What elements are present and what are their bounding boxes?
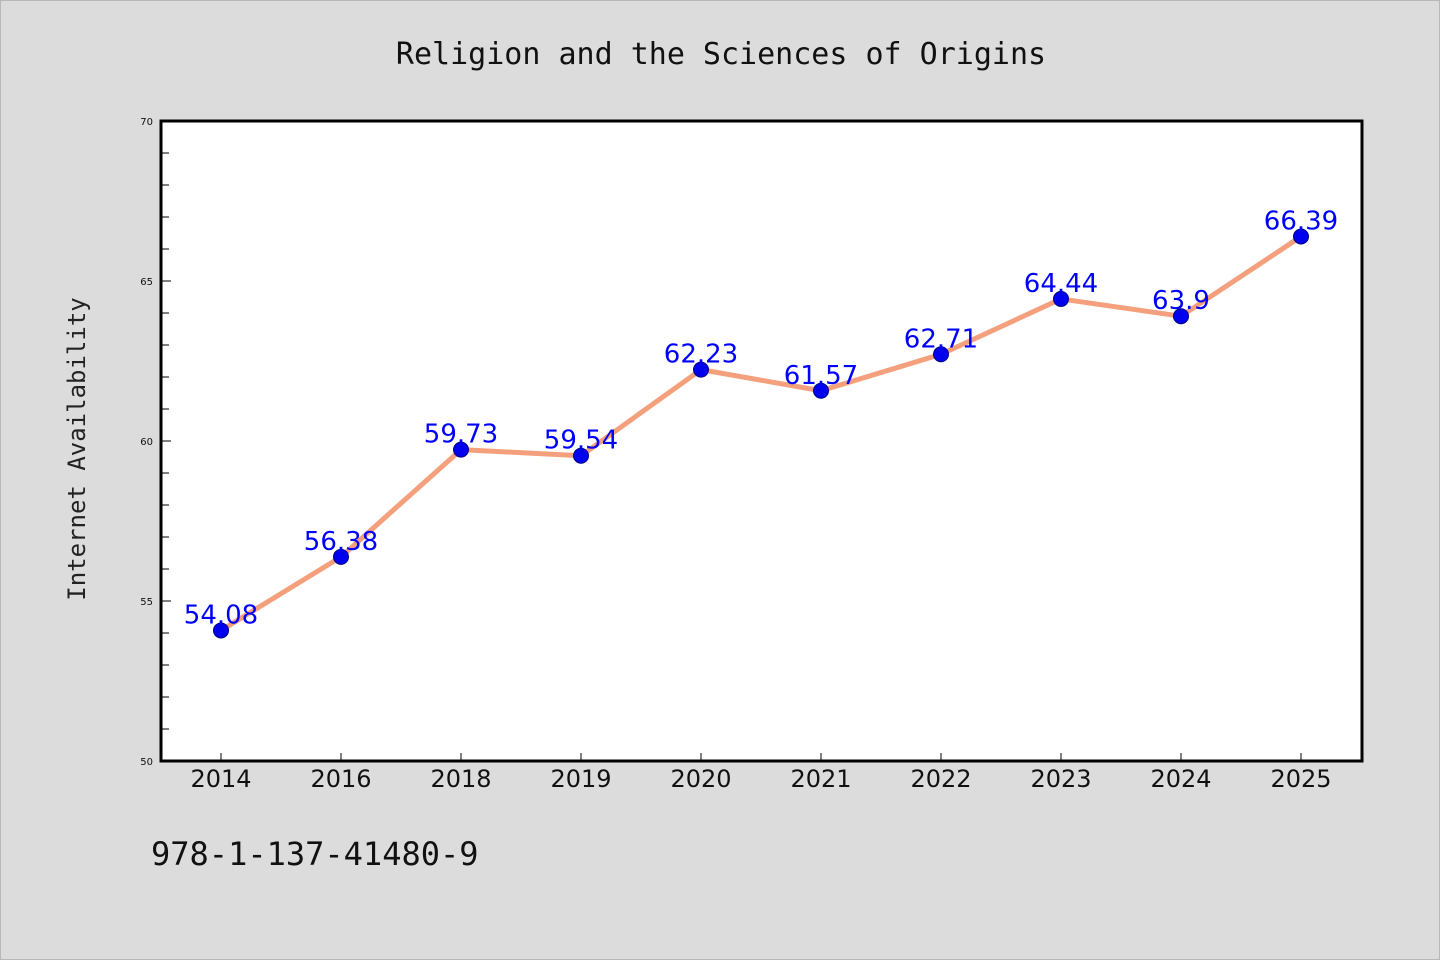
data-value-label: 62.71 [904, 324, 978, 354]
data-point-marker [813, 382, 829, 399]
data-value-label: 54.08 [184, 600, 258, 630]
data-point-marker [213, 622, 229, 639]
x-tick-label: 2022 [910, 765, 971, 793]
data-value-label: 63.9 [1152, 286, 1210, 316]
data-labels: 54.08 56.38 59.73 59.54 62.23 61.57 62.71 64.44… [184, 207, 1338, 631]
x-tick-label: 2016 [310, 765, 371, 793]
data-point-marker [1173, 308, 1189, 325]
data-value-label: 62.23 [664, 340, 738, 370]
data-value-label: 59.54 [544, 426, 618, 456]
y-tick-label: 55 [140, 597, 153, 608]
data-point-marker [933, 346, 949, 363]
data-point-marker [573, 447, 589, 464]
y-axis-label: Internet Availability [63, 297, 91, 600]
y-tick-label: 50 [140, 757, 153, 768]
x-tick-label: 2023 [1030, 765, 1091, 793]
x-tick-label: 2020 [670, 765, 731, 793]
y-tick-label: 60 [140, 437, 153, 448]
data-value-label: 56.38 [304, 527, 378, 557]
data-value-label: 61.57 [784, 361, 858, 391]
data-point-marker [693, 361, 709, 378]
x-tick-label: 2025 [1270, 765, 1331, 793]
isbn-text: 978-1-137-41480-9 [151, 835, 479, 873]
data-point-marker [1293, 228, 1309, 245]
y-axis-ticks: 50 55 60 65 70 [140, 117, 171, 768]
x-tick-label: 2014 [190, 765, 251, 793]
data-value-label: 64.44 [1024, 269, 1098, 299]
y-tick-label: 65 [140, 277, 153, 288]
x-axis-ticks: 2014 2016 2018 2019 2020 2021 2022 2023 2024 2025 [190, 753, 1332, 793]
data-value-label: 59.73 [424, 420, 498, 450]
data-point-marker [1053, 290, 1069, 307]
x-tick-label: 2018 [430, 765, 491, 793]
y-tick-label: 70 [140, 117, 153, 128]
data-point-marker [453, 441, 469, 458]
data-markers [213, 228, 1309, 639]
x-tick-label: 2024 [1150, 765, 1211, 793]
x-tick-label: 2021 [790, 765, 851, 793]
series-line [218, 234, 1304, 633]
chart-title: Religion and the Sciences of Origins [396, 37, 1046, 72]
data-point-marker [333, 548, 349, 565]
x-tick-label: 2019 [550, 765, 611, 793]
plot-area [159, 119, 1364, 763]
data-value-label: 66.39 [1264, 207, 1338, 237]
